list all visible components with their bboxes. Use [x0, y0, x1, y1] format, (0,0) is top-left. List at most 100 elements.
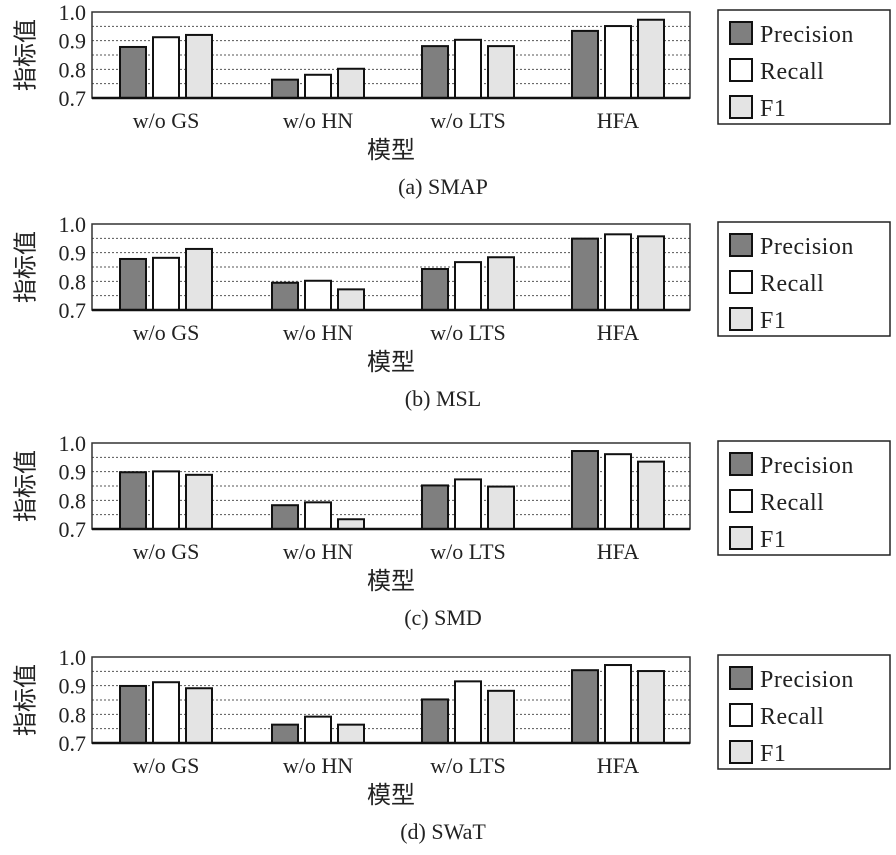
chart-panel-2: 0.7 0.8 0.9 1.0 指标值 w/o GS w/o HN w/o LTS HFA 模型 (…: [13, 212, 891, 411]
bar-recall-3: [604, 233, 632, 312]
bar-f1-2: [487, 45, 515, 99]
y-axis-label: 指标值: [13, 19, 40, 91]
x-tick-label: HFA: [597, 539, 639, 564]
y-tick-label: 0.8: [59, 57, 87, 82]
bar-recall-1: [304, 715, 332, 744]
x-tick-label: w/o HN: [283, 753, 353, 778]
bar-f1-2: [487, 485, 515, 530]
bar-precision-3: [571, 669, 599, 744]
x-tick-label: w/o HN: [283, 108, 353, 133]
x-tick-label: w/o GS: [133, 539, 200, 564]
bar-recall-2: [454, 261, 482, 312]
bar-precision-1: [271, 78, 299, 100]
legend-label-recall: Recall: [760, 704, 824, 730]
legend-swatch-recall: [729, 270, 753, 294]
chart-panel-1: 0.7 0.8 0.9 1.0 指标值 w/o GS w/o HN w/o LTS HFA 模型 (…: [13, 0, 891, 199]
legend-swatch-precision: [729, 452, 753, 476]
bar-f1-2: [487, 256, 515, 311]
chart-title: (d) SWaT: [400, 819, 486, 844]
bar-f1-3: [637, 670, 665, 745]
legend-label-precision: Precision: [760, 22, 854, 48]
bar-precision-1: [271, 723, 299, 744]
chart-panel-3: 0.7 0.8 0.9 1.0 指标值 w/o GS w/o HN w/o LTS HFA 模型 (…: [13, 431, 891, 630]
bar-recall-1: [304, 279, 332, 312]
bar-precision-3: [571, 450, 599, 531]
bar-precision-1: [271, 281, 299, 311]
bar-recall-0: [152, 470, 180, 531]
x-tick-label: w/o GS: [133, 320, 200, 345]
bar-precision-0: [119, 471, 147, 530]
y-tick-label: 0.7: [59, 86, 87, 111]
bar-precision-0: [119, 257, 147, 311]
y-tick-label: 0.9: [59, 674, 87, 699]
legend-label-recall: Recall: [760, 490, 824, 516]
bar-f1-3: [637, 235, 665, 311]
y-tick-label: 0.7: [59, 298, 87, 323]
bar-recall-0: [152, 681, 180, 745]
x-tick-label: HFA: [597, 320, 639, 345]
x-tick-label: w/o LTS: [430, 320, 506, 345]
legend-label-precision: Precision: [760, 667, 854, 693]
y-tick-label: 0.8: [59, 702, 87, 727]
x-tick-label: HFA: [597, 108, 639, 133]
legend-label-f1: F1: [760, 527, 786, 553]
bar-recall-0: [152, 256, 180, 311]
legend-label-f1: F1: [760, 96, 786, 122]
bar-precision-3: [571, 29, 599, 100]
bar-recall-3: [604, 25, 632, 99]
legend-swatch-recall: [729, 703, 753, 727]
bar-f1-3: [637, 18, 665, 100]
bar-f1-0: [185, 247, 213, 312]
legend-swatch-recall: [729, 489, 753, 513]
x-axis-label: 模型: [367, 568, 415, 595]
x-tick-label: w/o LTS: [430, 753, 506, 778]
x-tick-label: w/o LTS: [430, 108, 506, 133]
y-tick-label: 1.0: [59, 431, 87, 456]
bar-f1-2: [487, 689, 515, 744]
legend-label-precision: Precision: [760, 234, 854, 260]
legend-swatch-precision: [729, 21, 753, 45]
bar-f1-1: [337, 723, 365, 744]
legend-swatch-precision: [729, 233, 753, 257]
bar-precision-2: [421, 268, 449, 311]
bar-recall-1: [304, 73, 332, 99]
legend-swatch-f1: [729, 740, 753, 764]
legend: Precision Recall F1: [717, 654, 891, 770]
x-tick-label: HFA: [597, 753, 639, 778]
bar-precision-2: [421, 698, 449, 745]
x-axis-label: 模型: [367, 349, 415, 376]
bar-precision-3: [571, 237, 599, 311]
bar-f1-1: [337, 518, 365, 531]
y-tick-label: 0.9: [59, 460, 87, 485]
y-axis-label: 指标值: [13, 664, 40, 736]
legend-swatch-recall: [729, 58, 753, 82]
bar-f1-3: [637, 460, 665, 530]
x-axis-label: 模型: [367, 137, 415, 164]
legend-label-precision: Precision: [760, 453, 854, 479]
legend-swatch-f1: [729, 307, 753, 331]
bar-precision-1: [271, 504, 299, 530]
bar-recall-0: [152, 36, 180, 99]
legend: Precision Recall F1: [717, 440, 891, 556]
bar-precision-0: [119, 684, 147, 744]
bar-recall-3: [604, 453, 632, 530]
x-tick-label: w/o GS: [133, 753, 200, 778]
bar-precision-0: [119, 45, 147, 99]
bar-recall-2: [454, 478, 482, 531]
y-tick-label: 0.8: [59, 269, 87, 294]
bar-f1-1: [337, 67, 365, 100]
bar-recall-2: [454, 38, 482, 99]
chart-title: (a) SMAP: [398, 174, 488, 199]
legend-label-recall: Recall: [760, 271, 824, 297]
legend-label-f1: F1: [760, 308, 786, 334]
legend: Precision Recall F1: [717, 221, 891, 337]
y-tick-label: 1.0: [59, 0, 87, 25]
bar-recall-2: [454, 680, 482, 744]
legend: Precision Recall F1: [717, 9, 891, 125]
y-tick-label: 0.9: [59, 241, 87, 266]
chart-panel-4: 0.7 0.8 0.9 1.0 指标值 w/o GS w/o HN w/o LTS HFA 模型 (…: [13, 645, 891, 844]
bar-f1-0: [185, 687, 213, 744]
chart-title: (c) SMD: [404, 605, 482, 630]
legend-swatch-f1: [729, 526, 753, 550]
